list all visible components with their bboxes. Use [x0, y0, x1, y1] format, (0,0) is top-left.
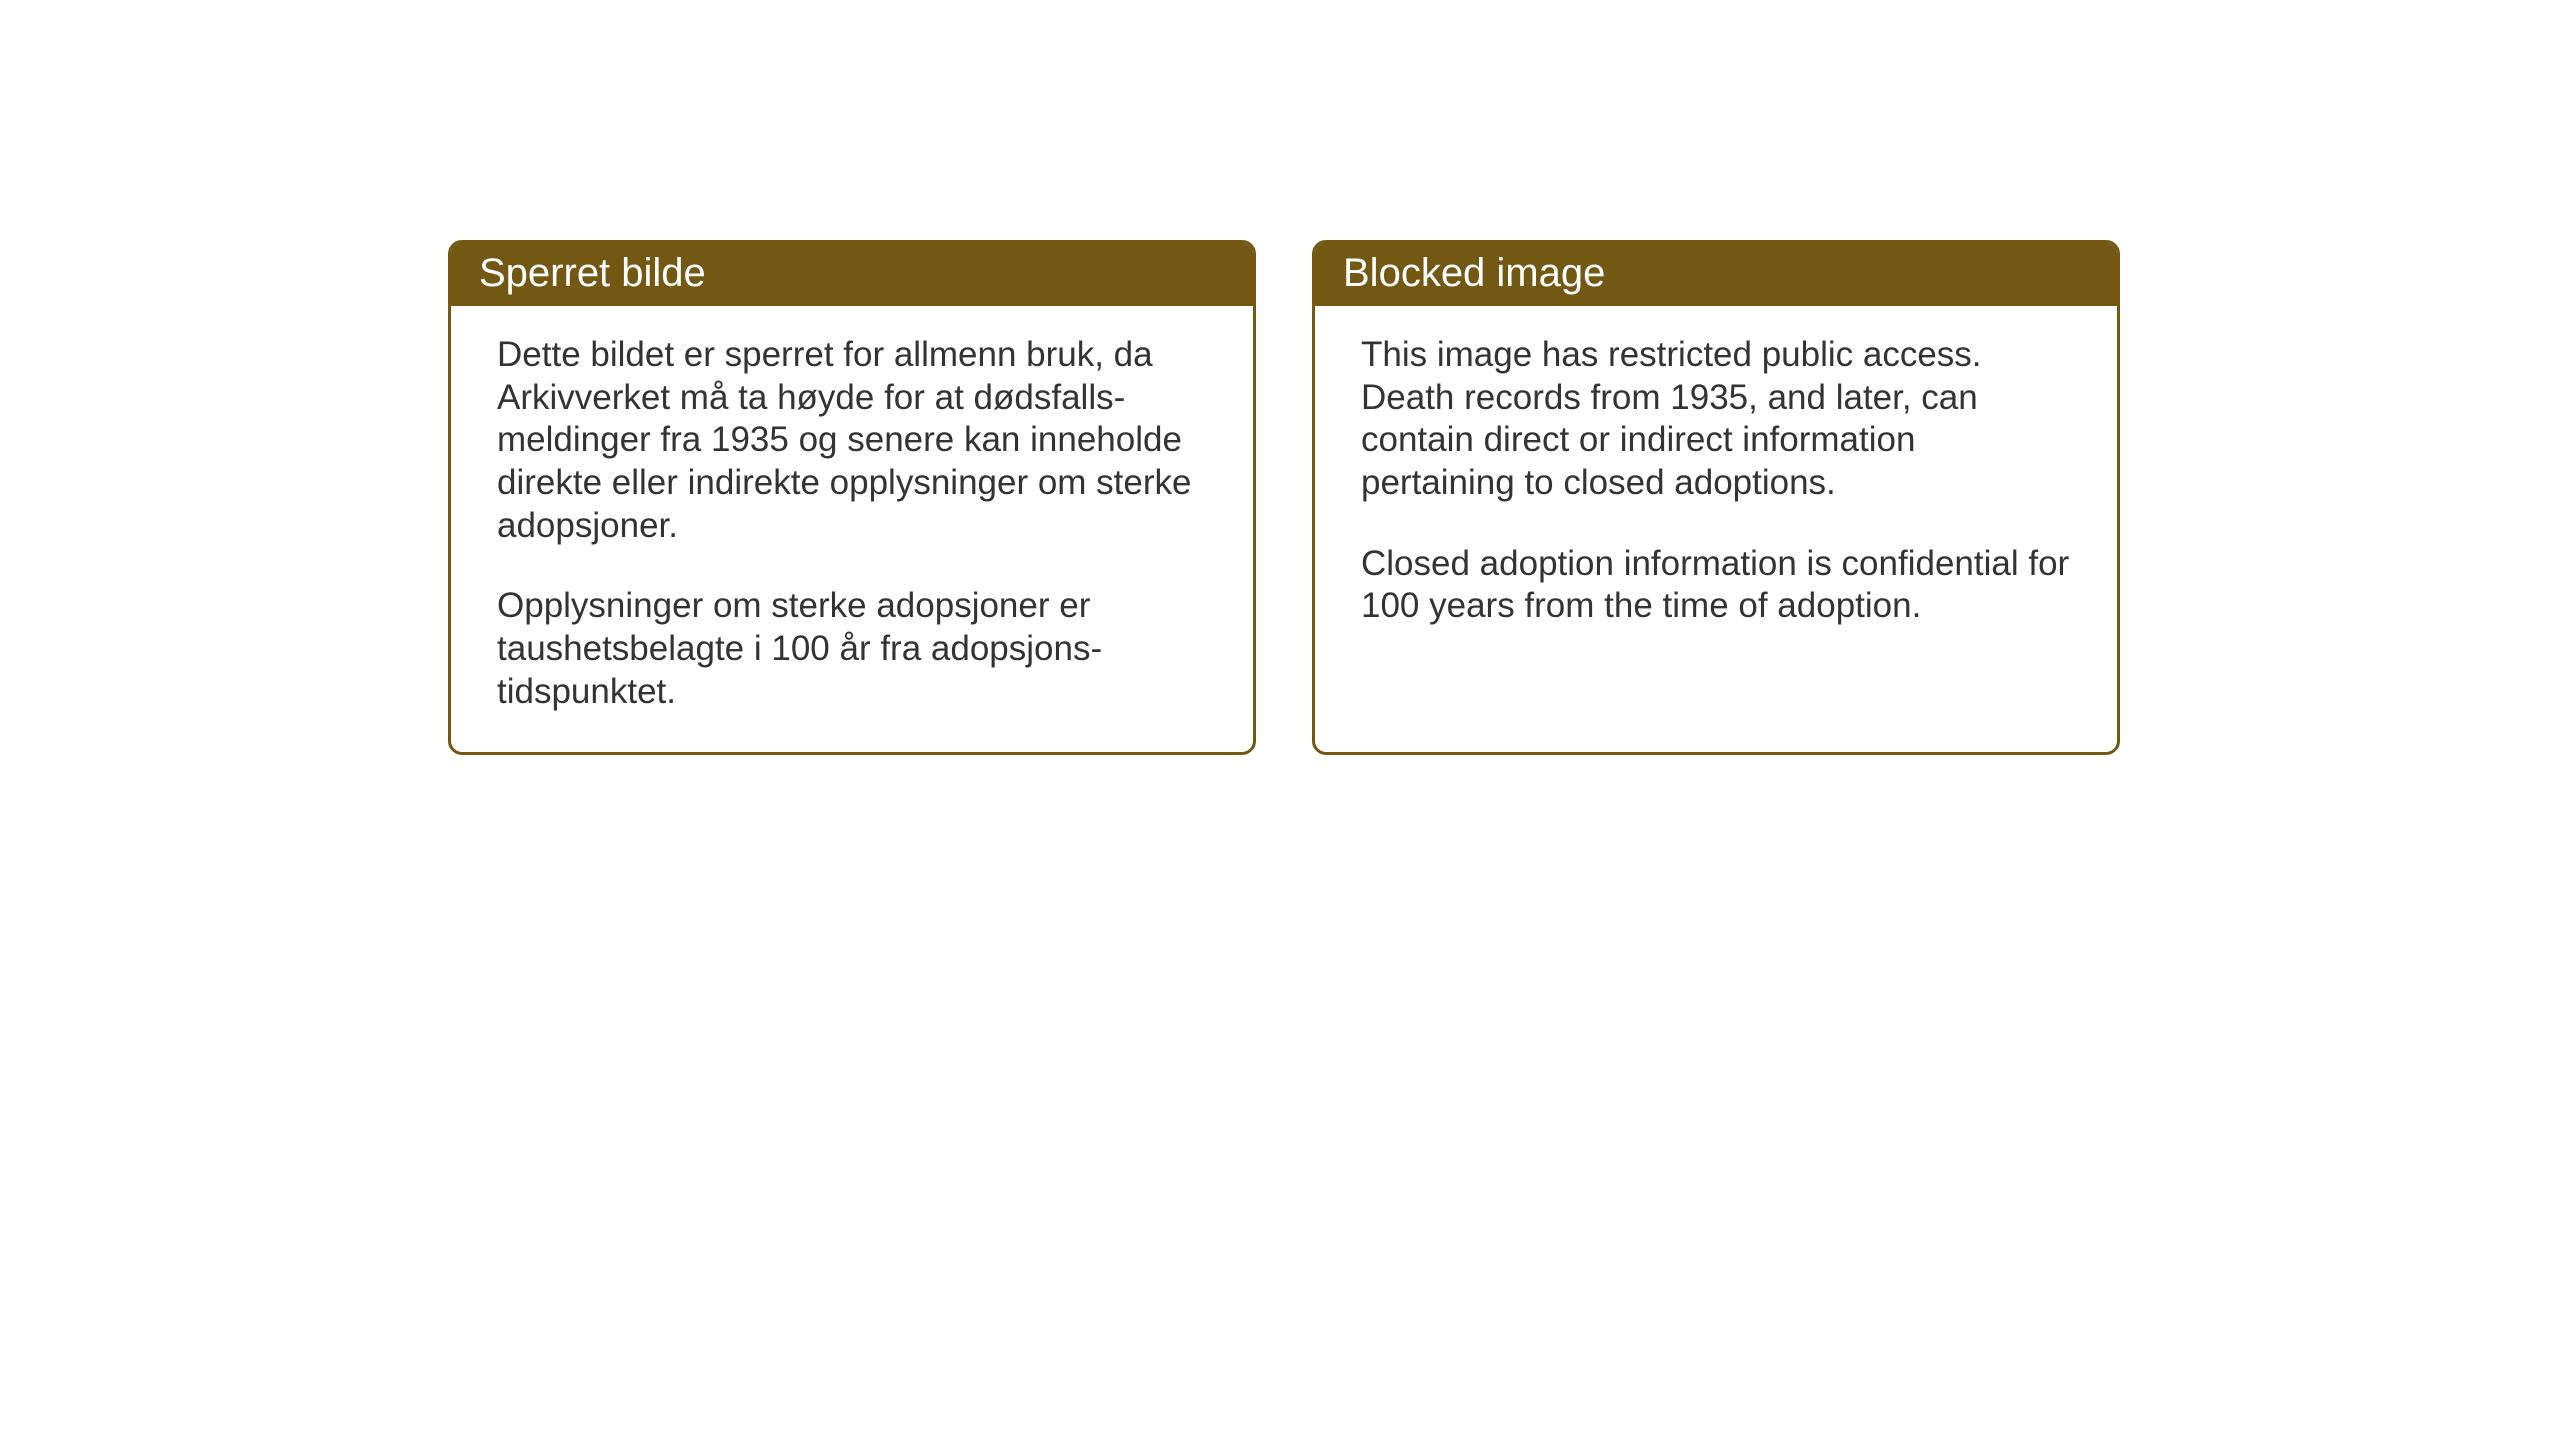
english-card-title: Blocked image	[1315, 243, 2117, 306]
norwegian-card-title: Sperret bilde	[451, 243, 1253, 306]
norwegian-paragraph-2: Opplysninger om sterke adopsjoner er tau…	[497, 585, 1207, 713]
english-paragraph-1: This image has restricted public access.…	[1361, 334, 2071, 505]
notice-container: Sperret bilde Dette bildet er sperret fo…	[0, 0, 2560, 755]
english-notice-card: Blocked image This image has restricted …	[1312, 240, 2120, 755]
norwegian-notice-card: Sperret bilde Dette bildet er sperret fo…	[448, 240, 1256, 755]
english-card-body: This image has restricted public access.…	[1315, 306, 2117, 666]
norwegian-card-body: Dette bildet er sperret for allmenn bruk…	[451, 306, 1253, 752]
english-paragraph-2: Closed adoption information is confident…	[1361, 543, 2071, 628]
norwegian-paragraph-1: Dette bildet er sperret for allmenn bruk…	[497, 334, 1207, 547]
